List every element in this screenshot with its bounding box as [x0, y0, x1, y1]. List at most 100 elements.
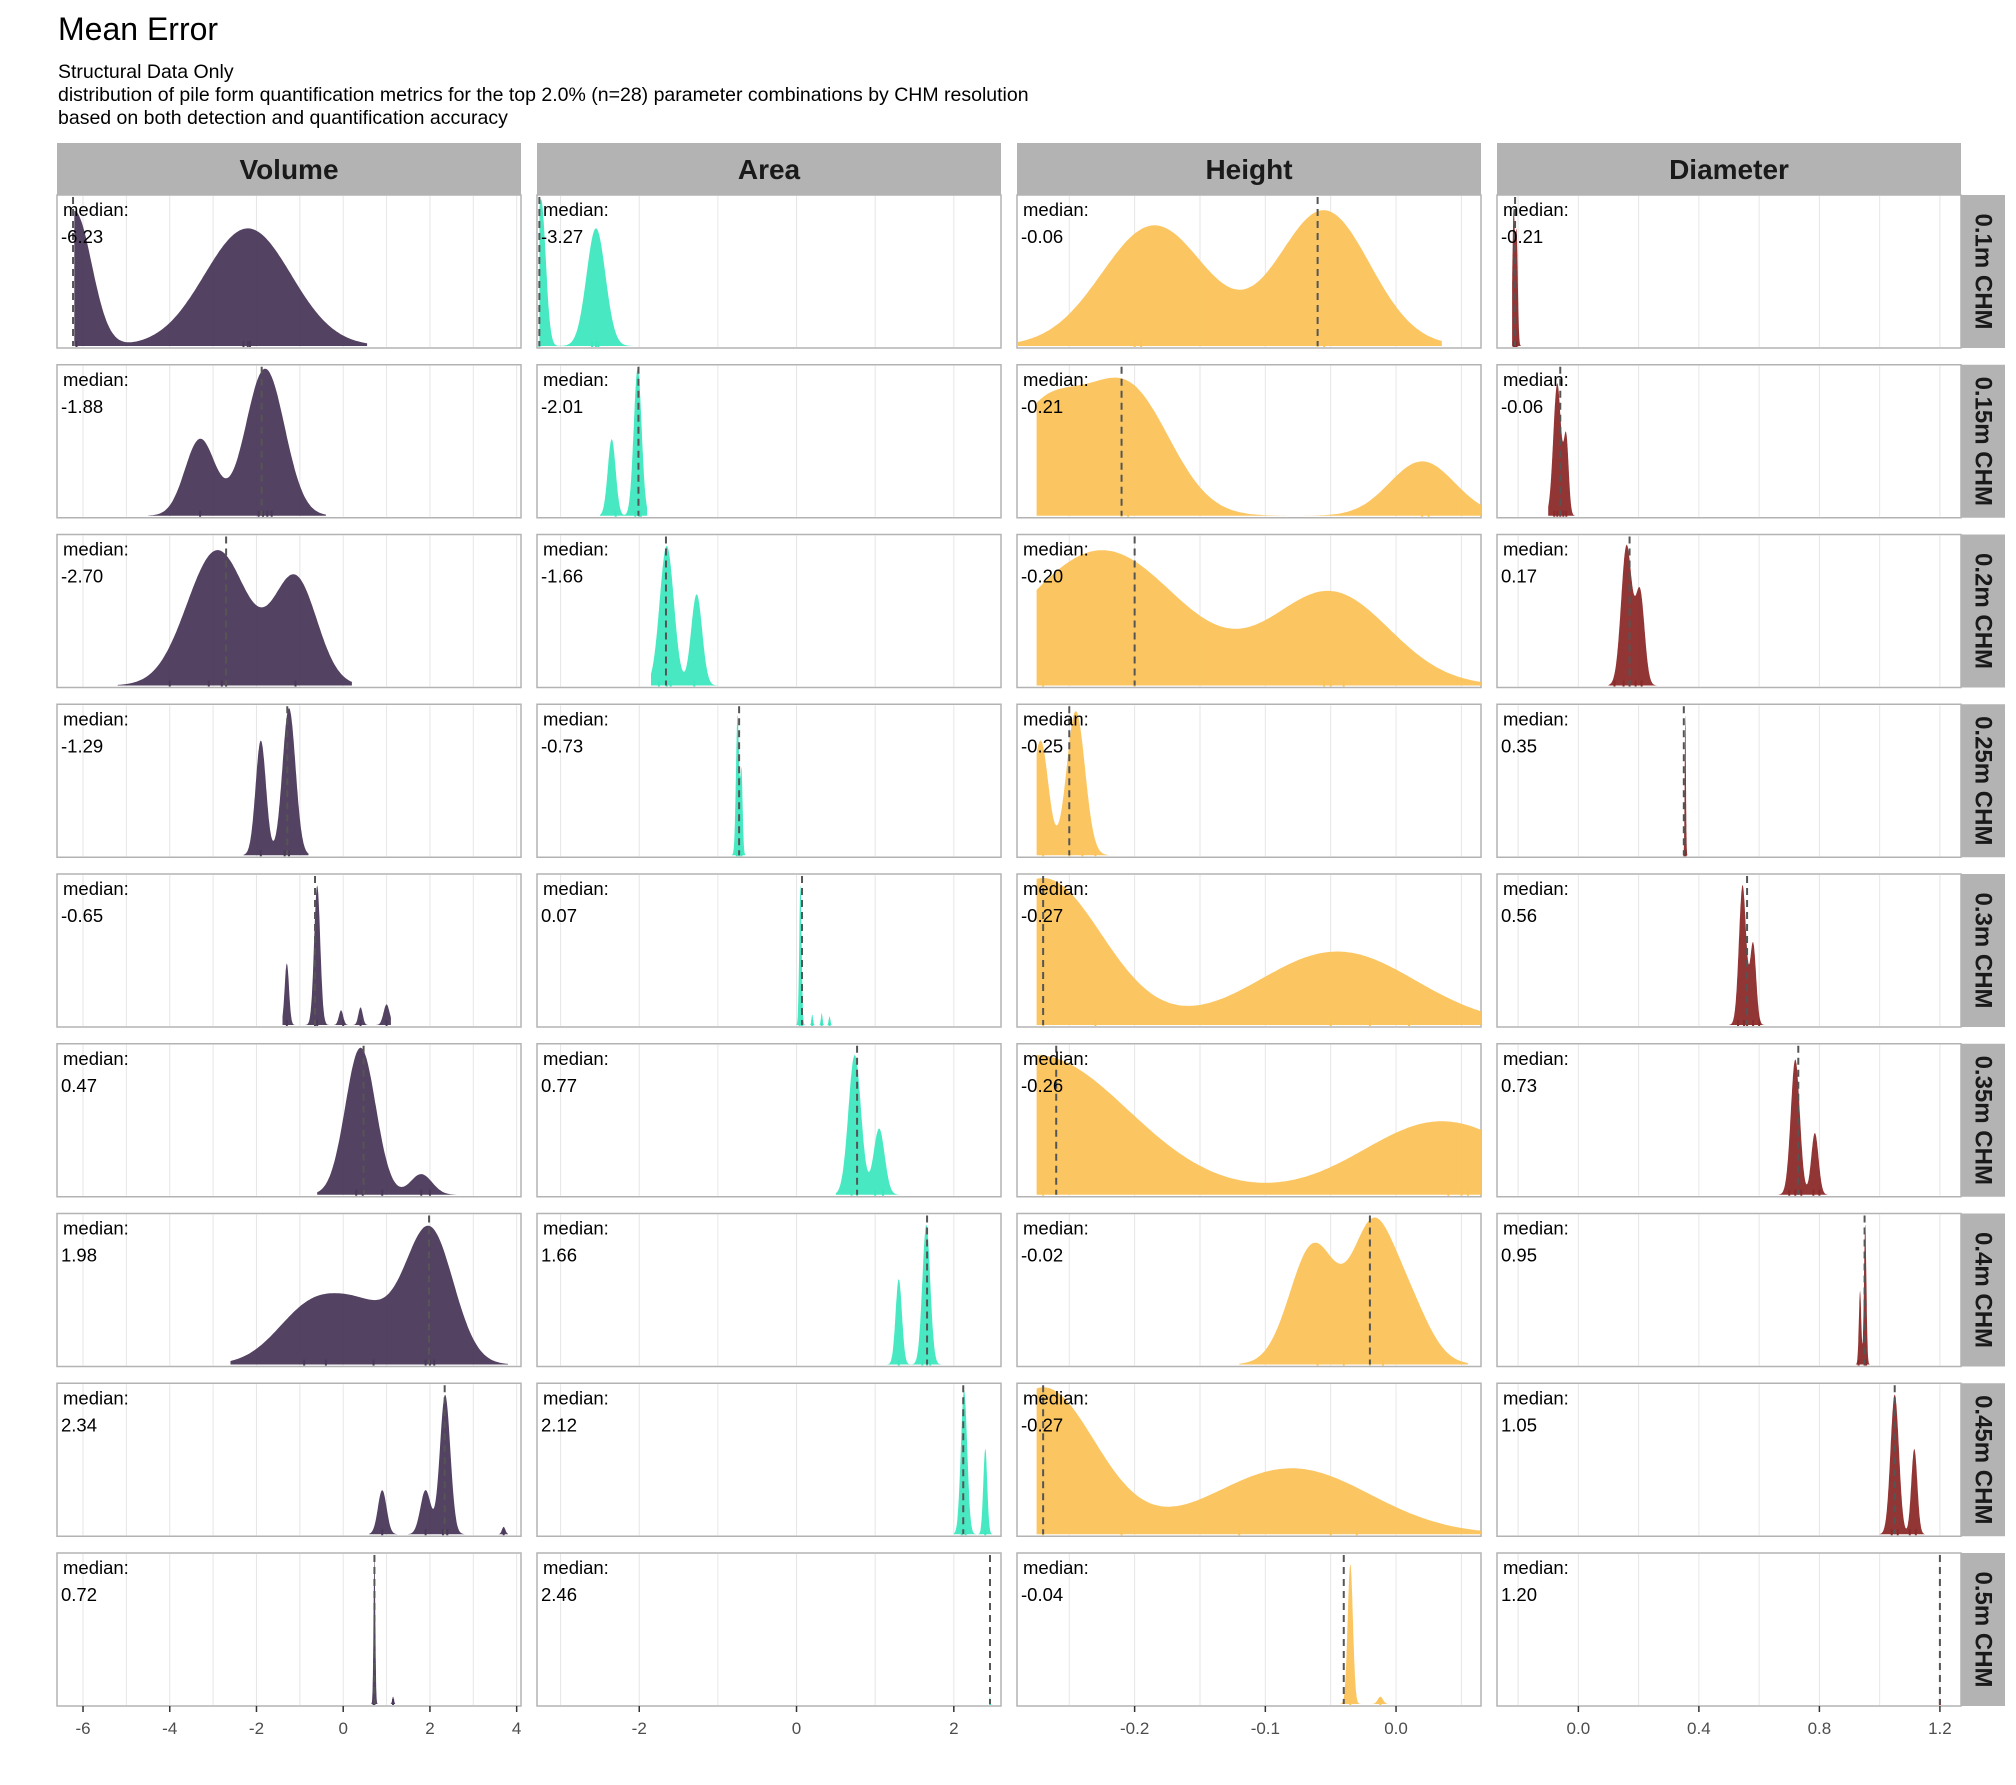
median-label: median:	[1023, 1048, 1089, 1069]
median-label: median:	[543, 369, 609, 390]
panel-area-row-6: median: 0.77	[536, 1043, 1002, 1198]
median-label: median:	[543, 708, 609, 729]
strip-diameter	[1497, 143, 1961, 195]
median-value: 2.12	[541, 1414, 577, 1435]
panel-area-row-1: median: -3.27	[536, 194, 1002, 349]
x-tick-label: -0.2	[1120, 1719, 1149, 1738]
strip-label-row-5: 0.3m CHM	[1970, 892, 1997, 1008]
density-area	[74, 210, 368, 346]
chart-subtitle-line-3: based on both detection and quantificati…	[58, 107, 508, 129]
median-value: -0.02	[1021, 1245, 1063, 1266]
median-label: median:	[1023, 539, 1089, 560]
x-tick-label: -6	[75, 1719, 90, 1738]
density-area	[317, 1047, 461, 1195]
panel-background	[536, 1382, 1002, 1537]
median-value: -1.88	[61, 396, 103, 417]
panel-area-row-8: median: 2.12	[536, 1382, 1002, 1537]
median-value: 0.17	[1501, 566, 1537, 587]
panel-height-row-3: median: -0.20	[1016, 533, 1482, 689]
density-area	[117, 550, 352, 686]
panel-background	[1496, 1552, 1962, 1707]
density-area	[1036, 550, 1481, 686]
panel-background	[536, 1552, 1002, 1707]
panel-volume-row-5: median: -0.65	[56, 873, 522, 1028]
median-label: median:	[63, 1048, 129, 1069]
median-label: median:	[1503, 1218, 1569, 1239]
strip-label-row-6: 0.35m CHM	[1970, 1056, 1997, 1185]
x-tick-label: 0.0	[1567, 1719, 1591, 1738]
chart-subtitle-line-2: distribution of pile form quantification…	[58, 84, 1029, 106]
median-label: median:	[1023, 878, 1089, 899]
median-value: 0.56	[1501, 905, 1537, 926]
panel-background	[1496, 1382, 1962, 1537]
median-value: 1.66	[541, 1245, 577, 1266]
strip-row-7	[1961, 1213, 2005, 1367]
median-value: -0.21	[1021, 396, 1063, 417]
median-label: median:	[63, 878, 129, 899]
median-label: median:	[543, 199, 609, 220]
panel-background	[1496, 533, 1962, 689]
x-tick-label: 0.8	[1808, 1719, 1832, 1738]
strip-volume	[57, 143, 521, 195]
panel-background	[536, 703, 1002, 858]
density-area	[599, 368, 648, 516]
median-value: -0.04	[1021, 1584, 1063, 1605]
chart-subtitle-line-1: Structural Data Only	[58, 61, 234, 83]
panel-height-row-2: median: -0.21	[1016, 364, 1482, 519]
panel-height-row-1: median: -0.06	[1016, 194, 1482, 349]
median-value: 0.73	[1501, 1075, 1537, 1096]
median-label: median:	[543, 539, 609, 560]
median-label: median:	[63, 1218, 129, 1239]
x-tick-label: -2	[249, 1719, 264, 1738]
panel-diameter-row-1: median: -0.21	[1496, 194, 1962, 349]
panel-diameter-row-3: median: 0.17	[1496, 533, 1962, 689]
density-area	[1729, 885, 1775, 1025]
panel-height-row-6: median: -0.26	[1016, 1043, 1482, 1198]
x-tick-label: 2	[949, 1719, 958, 1738]
median-label: median:	[543, 1387, 609, 1408]
panel-volume-row-9: median: 0.72	[56, 1552, 522, 1707]
strip-row-6	[1961, 1043, 2005, 1197]
strip-label-height: Height	[1205, 154, 1292, 185]
median-value: -0.21	[1501, 226, 1543, 247]
panel-volume-row-7: median: 1.98	[56, 1212, 522, 1368]
median-label: median:	[543, 1557, 609, 1578]
median-label: median:	[63, 369, 129, 390]
panel-background	[1496, 1043, 1962, 1198]
median-value: 1.98	[61, 1245, 97, 1266]
panel-background	[1496, 873, 1962, 1028]
median-label: median:	[543, 878, 609, 899]
density-area	[796, 885, 835, 1025]
density-area	[148, 368, 326, 516]
panel-background	[56, 1043, 522, 1198]
density-area	[1335, 1564, 1390, 1704]
median-value: 2.34	[61, 1414, 97, 1435]
strip-label-row-1: 0.1m CHM	[1970, 213, 1997, 329]
density-area	[1036, 377, 1481, 516]
density-area	[230, 1225, 508, 1365]
panel-height-row-4: median: -0.25	[1016, 703, 1482, 858]
median-label: median:	[63, 1387, 129, 1408]
median-label: median:	[1503, 1557, 1569, 1578]
median-value: -0.26	[1021, 1075, 1063, 1096]
density-area	[539, 199, 640, 346]
x-tick-label: 4	[512, 1719, 521, 1738]
panel-area-row-3: median: -1.66	[536, 533, 1002, 689]
median-label: median:	[1503, 539, 1569, 560]
panel-background	[536, 873, 1002, 1028]
panel-volume-row-2: median: -1.88	[56, 364, 522, 519]
panel-area-row-7: median: 1.66	[536, 1212, 1002, 1368]
median-label: median:	[1023, 1218, 1089, 1239]
density-area	[1036, 1055, 1481, 1195]
median-value: -0.27	[1021, 1414, 1063, 1435]
panel-diameter-row-6: median: 0.73	[1496, 1043, 1962, 1198]
median-label: median:	[543, 1048, 609, 1069]
panel-background	[536, 1043, 1002, 1198]
density-area	[1036, 878, 1481, 1025]
density-area	[1017, 210, 1442, 346]
median-value: -0.06	[1501, 396, 1543, 417]
strip-label-row-8: 0.45m CHM	[1970, 1395, 1997, 1524]
strip-label-row-7: 0.4m CHM	[1970, 1232, 1997, 1348]
median-value: -0.73	[541, 735, 583, 756]
